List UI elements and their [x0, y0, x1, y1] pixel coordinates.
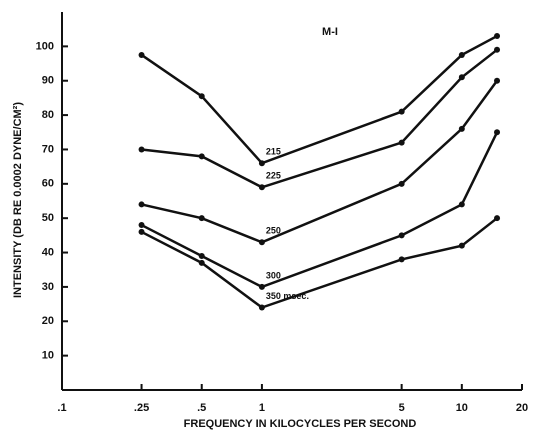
point — [138, 201, 145, 208]
point — [258, 239, 265, 246]
x-axis-label: FREQUENCY IN KILOCYCLES PER SECOND — [184, 418, 417, 430]
series-label: 300 — [266, 270, 281, 280]
y-tick-label: 50 — [42, 212, 54, 224]
point — [398, 139, 405, 146]
series-line — [141, 79, 499, 244]
point — [258, 160, 265, 167]
point — [198, 259, 205, 266]
y-tick-label: 40 — [42, 246, 54, 258]
point — [198, 252, 205, 259]
point — [494, 129, 501, 136]
point — [138, 51, 145, 58]
point — [458, 74, 465, 81]
x-tick-label: 10 — [456, 402, 468, 414]
point — [258, 283, 265, 290]
y-tick-label: 20 — [42, 315, 54, 327]
point — [458, 242, 465, 249]
point — [258, 184, 265, 191]
point — [494, 46, 501, 53]
y-tick-label: 60 — [42, 178, 54, 190]
point — [398, 108, 405, 115]
point — [198, 215, 205, 222]
point — [398, 256, 405, 263]
point — [398, 232, 405, 239]
y-tick-label: 30 — [42, 281, 54, 293]
point — [494, 33, 501, 40]
series-label: 215 — [266, 147, 281, 157]
y-tick-label: 10 — [42, 350, 54, 362]
series-label: 225 — [266, 171, 281, 181]
point — [138, 222, 145, 229]
point — [398, 180, 405, 187]
point — [458, 201, 465, 208]
point — [198, 153, 205, 160]
series-line — [140, 217, 498, 309]
x-tick-label: .25 — [134, 402, 149, 414]
point — [198, 93, 205, 100]
y-tick-label: 90 — [42, 75, 54, 87]
y-tick-label: 100 — [36, 40, 54, 52]
point — [458, 125, 465, 132]
series-label: 250 — [266, 226, 281, 236]
series-line — [141, 48, 498, 189]
chart-title: M-I — [322, 26, 338, 38]
x-tick-label: 20 — [516, 402, 528, 414]
x-tick-label: .1 — [57, 402, 66, 414]
point — [138, 146, 145, 153]
x-tick-label: .5 — [197, 402, 206, 414]
point — [138, 228, 145, 235]
point — [458, 51, 465, 58]
x-tick-label: 5 — [399, 402, 405, 414]
point — [494, 215, 501, 222]
y-tick-label: 80 — [42, 109, 54, 121]
point — [494, 77, 501, 84]
series-line — [140, 34, 498, 165]
series-label: 350 msec. — [266, 291, 309, 301]
series-line — [140, 131, 499, 289]
y-axis-label: INTENSITY (DB RE 0.0002 DYNE/CM²) — [12, 102, 24, 298]
point — [258, 304, 265, 311]
x-tick-label: 1 — [259, 402, 265, 414]
y-tick-label: 70 — [42, 143, 54, 155]
